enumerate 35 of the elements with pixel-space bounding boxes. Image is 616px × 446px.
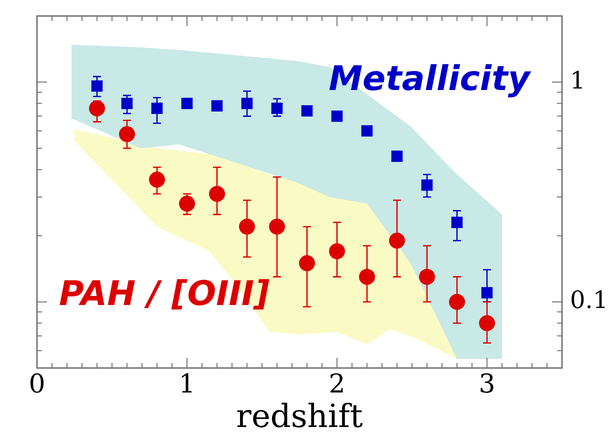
point [209,186,225,202]
point [419,268,435,285]
series-label: Metallicity [328,58,532,99]
point [299,255,315,272]
point [329,243,345,260]
series-label: PAH / [OIII] [59,274,270,314]
point [179,196,195,212]
point [121,98,133,110]
point [301,105,313,117]
point [269,218,285,235]
point [391,150,403,162]
point [361,125,373,137]
x-axis-title: redshift [236,397,363,436]
point [359,268,375,285]
point [451,216,463,228]
point [239,218,255,235]
point [479,315,495,332]
y-tick-label: 0.1 [570,286,608,314]
point [449,294,465,310]
point [151,102,163,114]
point [91,80,103,92]
point [211,100,223,112]
point [119,126,135,142]
point [389,232,405,249]
point [331,110,343,122]
x-tick-label: 3 [478,369,496,400]
x-tick-label: 2 [328,369,346,400]
point [481,287,493,298]
point [421,179,433,191]
point [271,102,283,114]
x-tick-label: 0 [28,369,46,400]
x-tick-label: 1 [178,369,196,400]
point [181,98,193,110]
point [241,98,253,110]
point [149,172,165,188]
